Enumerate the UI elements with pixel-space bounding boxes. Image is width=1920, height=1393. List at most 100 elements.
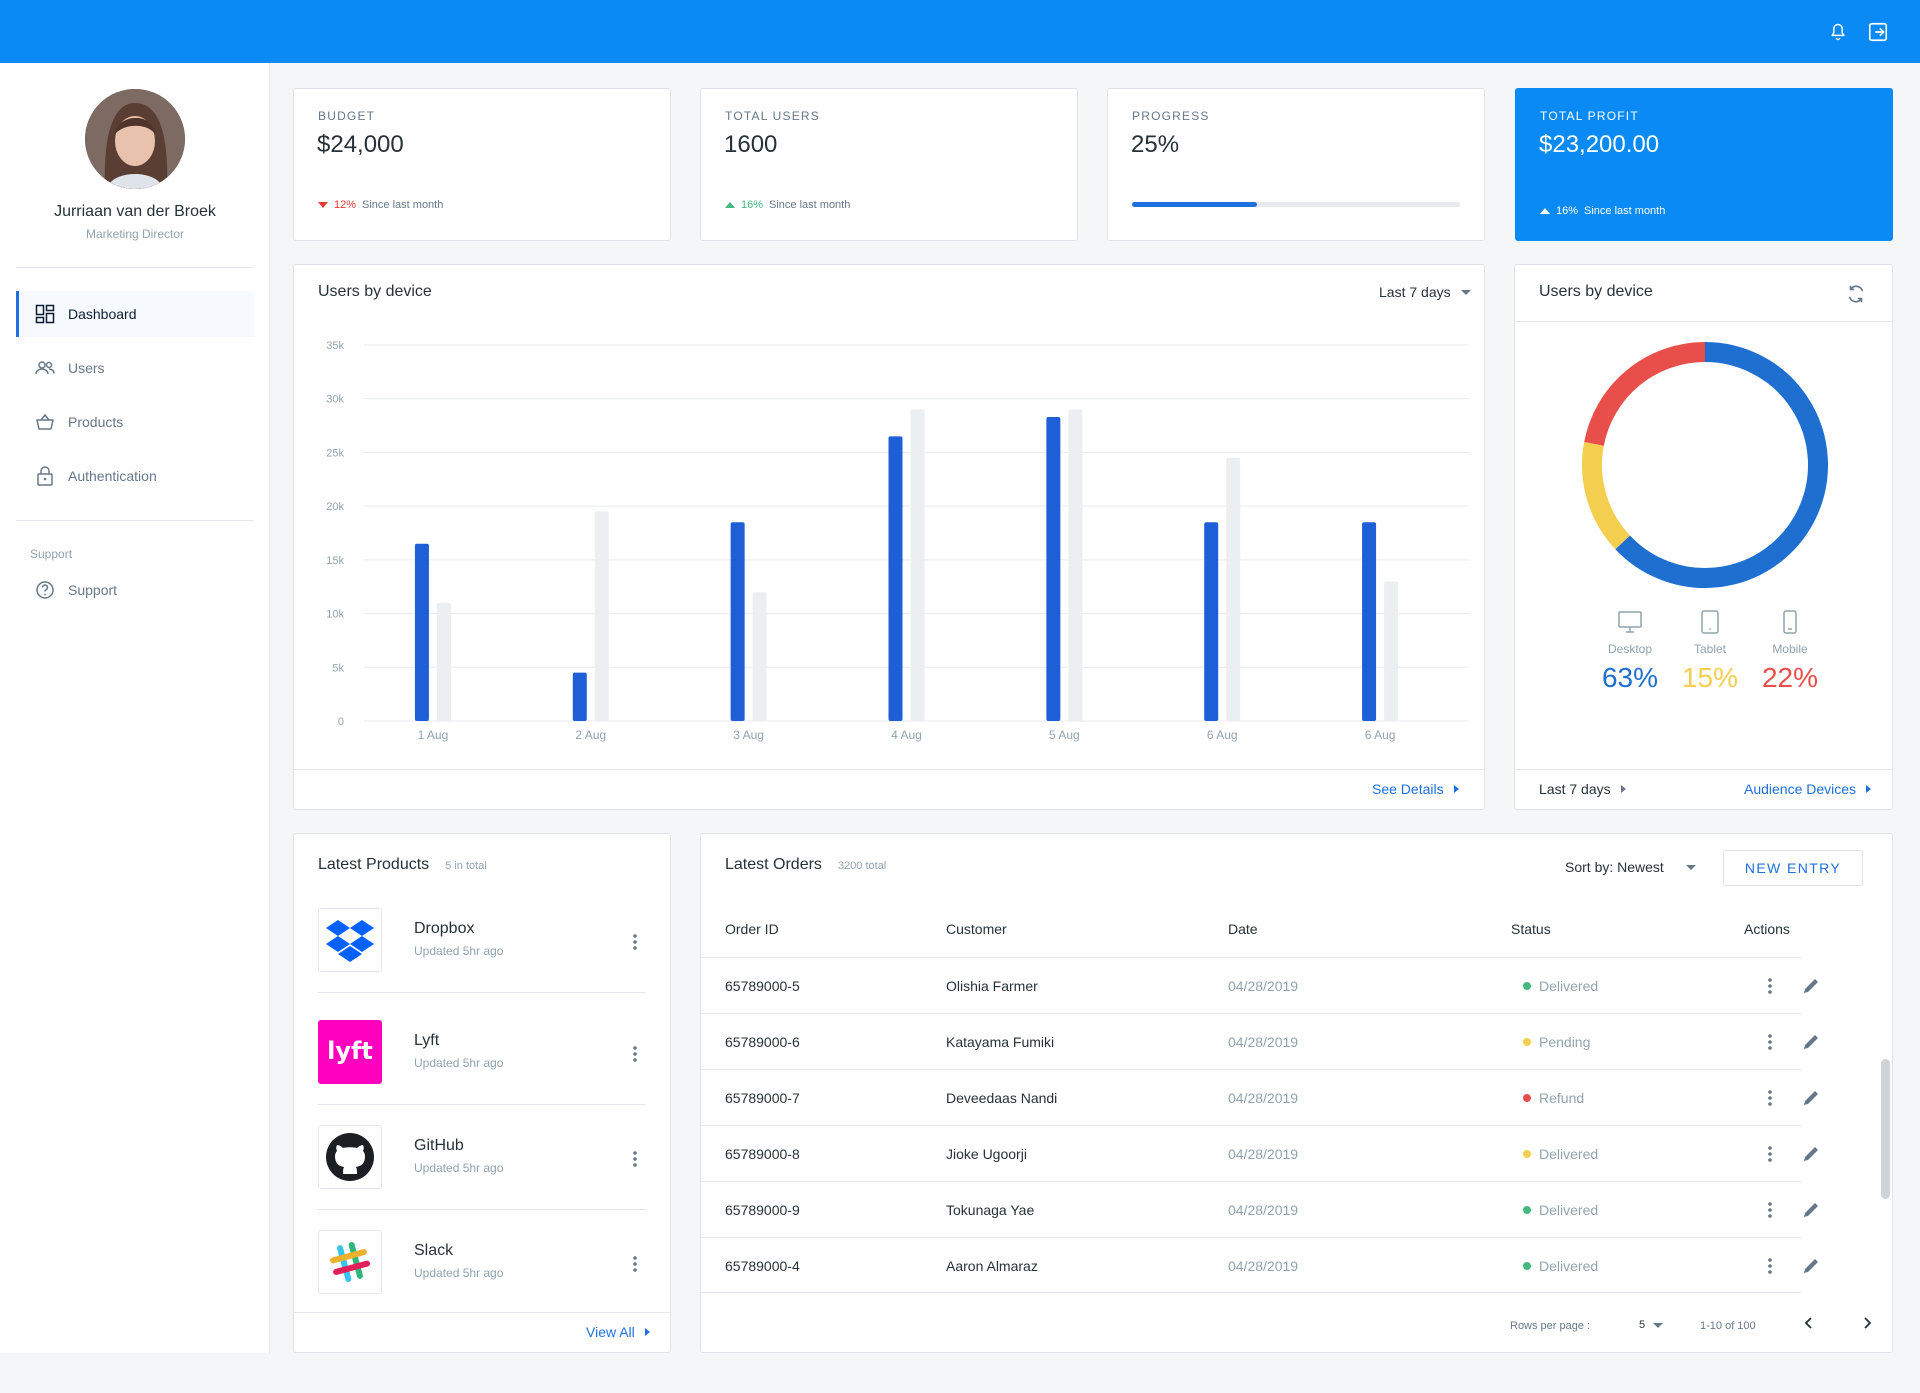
- divider: [318, 1104, 646, 1105]
- product-name: Slack: [414, 1242, 454, 1259]
- status-dot: [1523, 1262, 1531, 1270]
- order-date: 04/28/2019: [1228, 1258, 1299, 1274]
- x-tick-label: 3 Aug: [733, 728, 764, 742]
- profit-card: TOTAL PROFIT $23,200.00 16% Since last m…: [1515, 88, 1893, 241]
- sidebar-item-support[interactable]: Support: [16, 567, 254, 613]
- col-header-status[interactable]: Status: [1511, 921, 1551, 937]
- view-all-link[interactable]: View All: [586, 1324, 650, 1340]
- sidebar-item-dashboard[interactable]: Dashboard: [16, 291, 254, 337]
- more-vert-icon[interactable]: [1767, 1256, 1773, 1279]
- edit-icon[interactable]: [1801, 1088, 1821, 1111]
- range-dropdown[interactable]: Last 7 days: [1379, 284, 1471, 300]
- table-row[interactable]: 65789000-6 Katayama Fumiki 04/28/2019 Pe…: [701, 1013, 1818, 1069]
- bell-icon[interactable]: [1824, 18, 1852, 46]
- product-updated: Updated 5hr ago: [414, 1056, 504, 1070]
- chevron-right-icon[interactable]: [1857, 1313, 1877, 1333]
- rows-per-page-select[interactable]: 5: [1639, 1319, 1664, 1331]
- product-updated: Updated 5hr ago: [414, 1161, 504, 1175]
- legend-desktop: Desktop 63%: [1590, 610, 1670, 694]
- edit-icon[interactable]: [1801, 1256, 1821, 1279]
- more-vert-icon[interactable]: [632, 1149, 638, 1169]
- divider: [1515, 769, 1894, 770]
- x-tick-label: 1 Aug: [418, 728, 449, 742]
- order-date: 04/28/2019: [1228, 1146, 1299, 1162]
- table-row[interactable]: 65789000-5 Olishia Farmer 04/28/2019 Del…: [701, 957, 1818, 1013]
- sidebar-item-products[interactable]: Products: [16, 399, 254, 445]
- profile-name: Jurriaan van der Broek: [54, 203, 216, 220]
- list-item[interactable]: Dropbox Updated 5hr ago: [318, 908, 646, 1012]
- more-vert-icon[interactable]: [632, 1254, 638, 1274]
- product-updated: Updated 5hr ago: [414, 944, 504, 958]
- tablet-icon: [1670, 610, 1750, 636]
- donut-slice: [1584, 342, 1706, 446]
- sidebar-item-label: Authentication: [68, 468, 157, 484]
- see-details-link[interactable]: See Details: [1372, 781, 1459, 797]
- profit-delta-value: 16%: [1556, 205, 1579, 217]
- list-item[interactable]: Slack Updated 5hr ago: [318, 1230, 646, 1334]
- list-item[interactable]: lyft Lyft Updated 5hr ago: [318, 1020, 646, 1124]
- y-tick-label: 35k: [326, 340, 344, 352]
- budget-delta-value: 12%: [334, 199, 357, 211]
- avatar[interactable]: [85, 89, 185, 189]
- table-row[interactable]: 65789000-8 Jioke Ugoorji 04/28/2019 Deli…: [701, 1125, 1818, 1181]
- more-vert-icon[interactable]: [1767, 1144, 1773, 1167]
- more-vert-icon[interactable]: [1767, 976, 1773, 999]
- table-scrollbar[interactable]: [1881, 1059, 1890, 1199]
- sidebar-item-users[interactable]: Users: [16, 345, 254, 391]
- sort-dropdown[interactable]: Sort by: Newest: [1565, 859, 1696, 875]
- more-vert-icon[interactable]: [1767, 1200, 1773, 1223]
- support-heading: Support: [30, 547, 73, 561]
- chevron-left-icon[interactable]: [1799, 1313, 1819, 1333]
- lyft-logo: lyft: [318, 1020, 382, 1084]
- users-delta: 16% Since last month: [725, 199, 850, 211]
- customer: Aaron Almaraz: [946, 1258, 1038, 1274]
- audience-devices-link[interactable]: Audience Devices: [1744, 781, 1872, 797]
- rows-per-page-label: Rows per page :: [1510, 1320, 1591, 1332]
- chevron-down-icon: [1653, 1322, 1664, 1328]
- progress-card: PROGRESS 25%: [1107, 88, 1485, 241]
- products-title: Latest Products 5 in total: [318, 856, 487, 874]
- table-row[interactable]: 65789000-4 Aaron Almaraz 04/28/2019 Deli…: [701, 1237, 1818, 1293]
- donut-range-label: Last 7 days: [1539, 781, 1611, 797]
- donut-range-dropdown[interactable]: Last 7 days: [1539, 781, 1626, 797]
- x-tick-label: 5 Aug: [1049, 728, 1080, 742]
- sidebar-item-label: Support: [68, 582, 118, 598]
- col-header-order-id[interactable]: Order ID: [725, 921, 779, 937]
- pagination-range: 1-10 of 100: [1700, 1320, 1756, 1332]
- users-card: TOTAL USERS 1600 16% Since last month: [700, 88, 1078, 241]
- edit-icon[interactable]: [1801, 1144, 1821, 1167]
- y-tick-label: 25k: [326, 447, 344, 459]
- edit-icon[interactable]: [1801, 976, 1821, 999]
- sidebar-item-label: Dashboard: [68, 306, 137, 322]
- orders-count: 3200 total: [837, 860, 887, 872]
- more-vert-icon[interactable]: [632, 1044, 638, 1064]
- edit-icon[interactable]: [1801, 1200, 1821, 1223]
- profit-delta-text: Since last month: [1584, 205, 1666, 217]
- more-vert-icon[interactable]: [1767, 1032, 1773, 1055]
- more-vert-icon[interactable]: [632, 932, 638, 952]
- edit-icon[interactable]: [1801, 1032, 1821, 1055]
- legend-value: 63%: [1601, 662, 1659, 693]
- table-row[interactable]: 65789000-7 Deveedaas Nandi 04/28/2019 Re…: [701, 1069, 1818, 1125]
- bar: [888, 436, 903, 721]
- chevron-down-icon: [1460, 289, 1471, 295]
- legend-label: Tablet: [1693, 642, 1727, 656]
- order-date: 04/28/2019: [1228, 978, 1299, 994]
- col-header-date[interactable]: Date: [1228, 921, 1258, 937]
- sort-label: Sort by: Newest: [1565, 859, 1664, 875]
- dropbox-logo: [318, 908, 382, 972]
- status-dot: [1523, 1038, 1531, 1046]
- refresh-icon[interactable]: [1845, 283, 1869, 307]
- table-row[interactable]: 65789000-9 Tokunaga Yae 04/28/2019 Deliv…: [701, 1181, 1818, 1237]
- col-header-customer[interactable]: Customer: [946, 921, 1007, 937]
- donut-legend: Desktop 63% Tablet 15% Mobile 22%: [1590, 610, 1830, 700]
- logout-icon[interactable]: [1864, 18, 1892, 46]
- new-entry-button[interactable]: NEW ENTRY: [1723, 850, 1863, 886]
- products-count: 5 in total: [445, 860, 487, 872]
- status-dot: [1523, 1094, 1531, 1102]
- budget-delta: 12% Since last month: [318, 199, 443, 211]
- sidebar-item-authentication[interactable]: Authentication: [16, 453, 254, 499]
- list-item[interactable]: GitHub Updated 5hr ago: [318, 1125, 646, 1229]
- divider: [294, 769, 1486, 770]
- more-vert-icon[interactable]: [1767, 1088, 1773, 1111]
